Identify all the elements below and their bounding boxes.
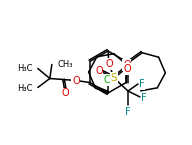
Text: O: O bbox=[95, 66, 103, 76]
Text: H₃C: H₃C bbox=[17, 64, 33, 73]
Text: O: O bbox=[61, 88, 69, 98]
Text: S: S bbox=[111, 73, 117, 83]
Text: O: O bbox=[105, 59, 113, 69]
Text: F: F bbox=[139, 79, 145, 89]
Text: F: F bbox=[141, 93, 147, 103]
Text: O: O bbox=[123, 60, 131, 70]
Text: H₃C: H₃C bbox=[17, 84, 33, 93]
Text: F: F bbox=[125, 107, 131, 117]
Text: O: O bbox=[123, 64, 131, 74]
Text: Cl: Cl bbox=[103, 75, 113, 85]
Text: O: O bbox=[72, 76, 80, 86]
Text: CH₃: CH₃ bbox=[58, 60, 73, 69]
